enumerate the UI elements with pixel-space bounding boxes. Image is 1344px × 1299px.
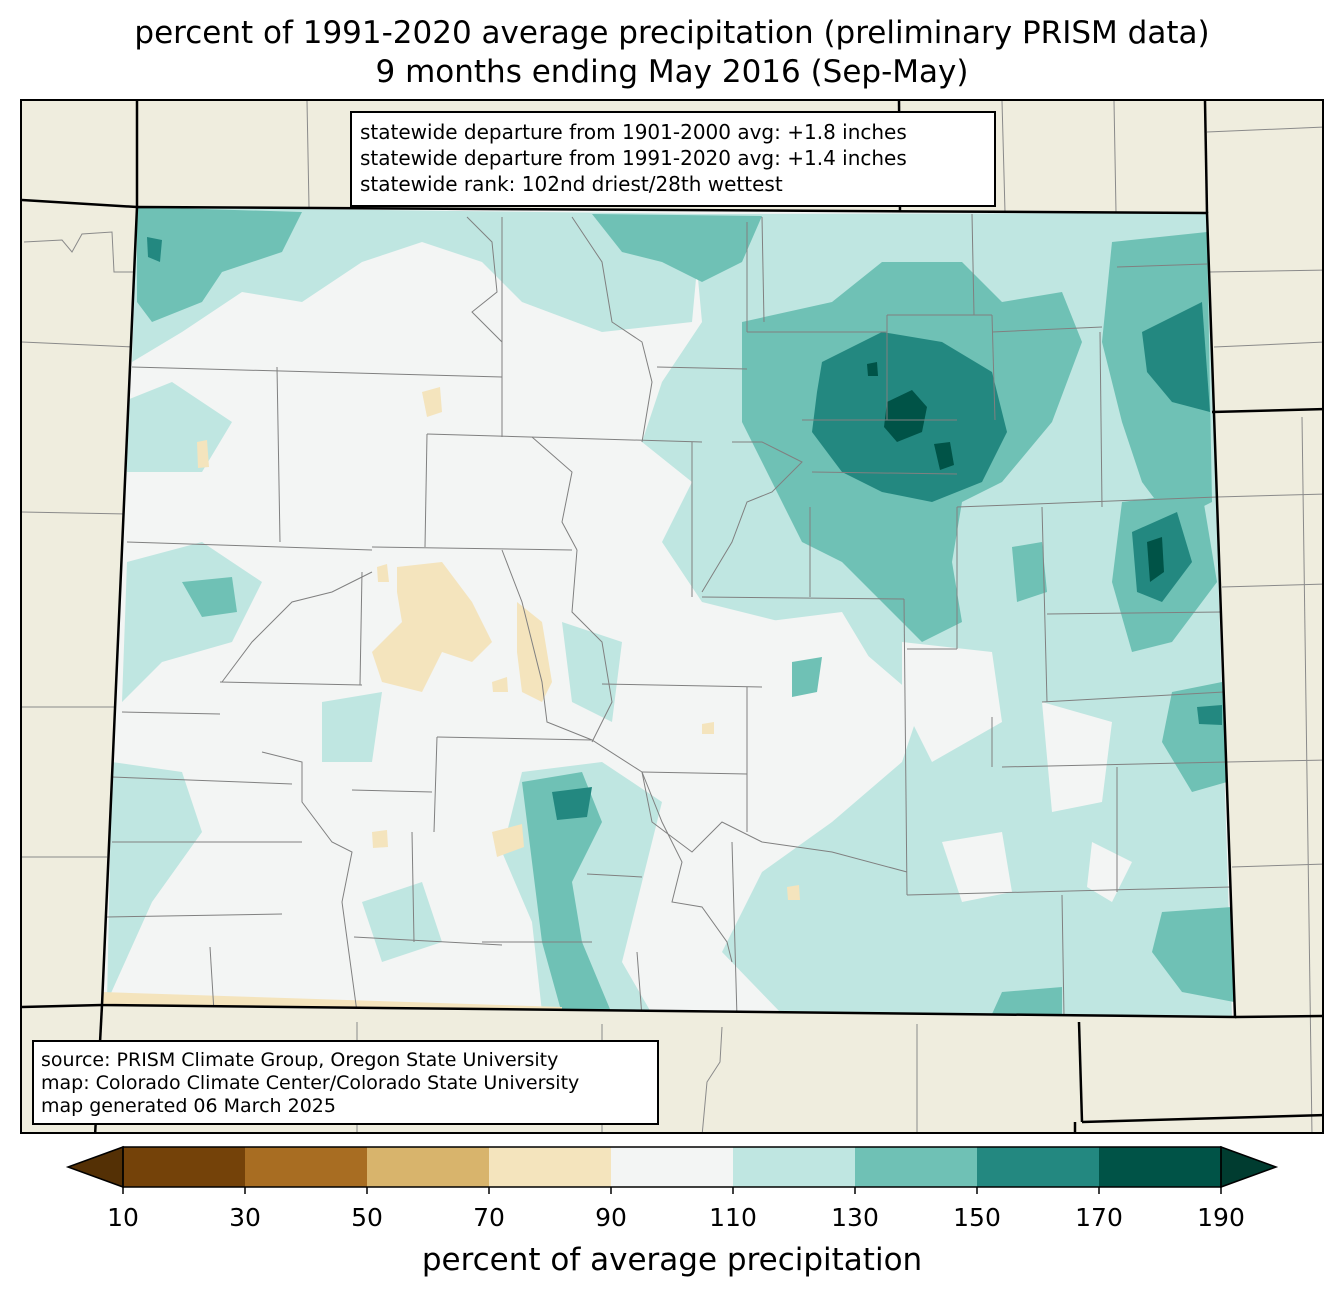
colorbar-bin-110-130 bbox=[733, 1147, 856, 1187]
colorbar-bin-30-50 bbox=[245, 1147, 368, 1187]
colorbar-under-arrow bbox=[65, 1145, 124, 1189]
stats-departure-1991: statewide departure from 1991-2020 avg: … bbox=[360, 146, 907, 170]
precipitation-map bbox=[22, 101, 1322, 1132]
colorbar-tick-label-150: 150 bbox=[953, 1203, 1001, 1232]
map-frame bbox=[20, 99, 1324, 1134]
colorbar-tick-label-110: 110 bbox=[709, 1203, 757, 1232]
colorbar-tick-label-90: 90 bbox=[595, 1203, 627, 1232]
colorbar-label: percent of average precipitation bbox=[421, 1242, 923, 1278]
colorbar-tick-label-70: 70 bbox=[473, 1203, 505, 1232]
statewide-stats-box: statewide departure from 1901-2000 avg: … bbox=[350, 111, 996, 207]
colorbar-bin-90-110 bbox=[611, 1147, 734, 1187]
map-title-line2: 9 months ending May 2016 (Sep-May) bbox=[375, 54, 969, 90]
colorbar-bin-70-90 bbox=[489, 1147, 612, 1187]
colorbar-tick-label-170: 170 bbox=[1075, 1203, 1123, 1232]
neighbor-county-lines bbox=[22, 101, 1322, 1132]
source-credits-box: source: PRISM Climate Group, Oregon Stat… bbox=[32, 1040, 659, 1125]
map-title-line1: percent of 1991-2020 average precipitati… bbox=[134, 15, 1210, 51]
colorbar-bin-130-150 bbox=[855, 1147, 978, 1187]
colorbar-tick-label-130: 130 bbox=[831, 1203, 879, 1232]
precipitation-field bbox=[102, 207, 1235, 1017]
colorbar-tick-label-10: 10 bbox=[107, 1203, 139, 1232]
colorbar-over-arrow bbox=[1220, 1145, 1279, 1189]
colorbar-tick-label-50: 50 bbox=[351, 1203, 383, 1232]
generated-date-line: map generated 06 March 2025 bbox=[41, 1095, 336, 1117]
colorbar-bin-150-170 bbox=[977, 1147, 1100, 1187]
colorbar-tick-label-30: 30 bbox=[229, 1203, 261, 1232]
colorbar-bin-170-190 bbox=[1099, 1147, 1222, 1187]
source-line: source: PRISM Climate Group, Oregon Stat… bbox=[41, 1049, 559, 1071]
stats-rank: statewide rank: 102nd driest/28th wettes… bbox=[360, 172, 783, 196]
colorbar bbox=[65, 1145, 1279, 1194]
colorbar-bin-50-70 bbox=[367, 1147, 490, 1187]
colorbar-outline bbox=[122, 1146, 1222, 1188]
map-credit-line: map: Colorado Climate Center/Colorado St… bbox=[41, 1072, 580, 1094]
stats-departure-1901: statewide departure from 1901-2000 avg: … bbox=[360, 120, 907, 144]
colorbar-bin-10-30 bbox=[123, 1147, 246, 1187]
colorbar-tick-label-190: 190 bbox=[1197, 1203, 1245, 1232]
